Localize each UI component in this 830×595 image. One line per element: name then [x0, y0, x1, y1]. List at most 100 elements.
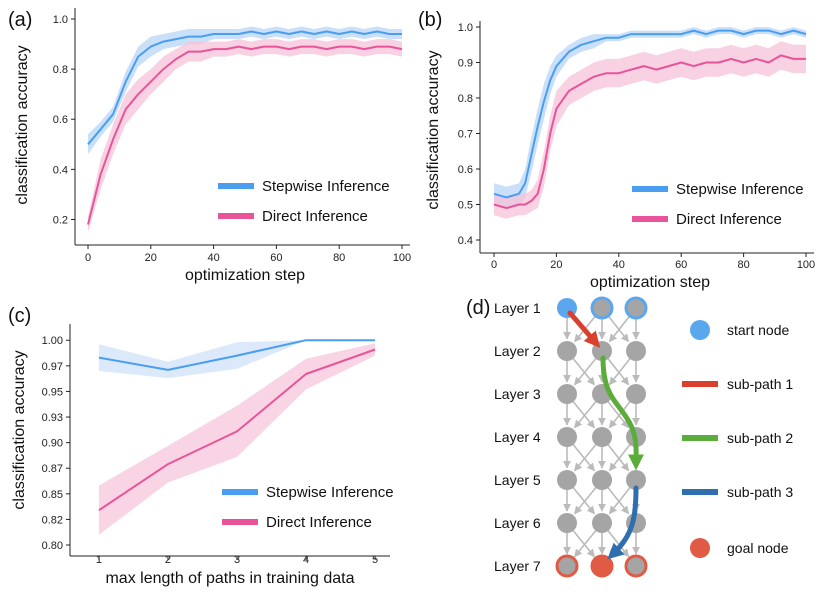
- y-tick-label: 0.85: [42, 489, 63, 501]
- legend-dot: [690, 538, 710, 558]
- x-tick-label: 100: [393, 252, 411, 264]
- series-line-direct-inference: [98, 348, 376, 512]
- layer-label: Layer 6: [494, 515, 541, 531]
- graph-node: [592, 470, 612, 490]
- y-tick-label: 0.7: [458, 129, 473, 141]
- graph-node: [626, 341, 646, 361]
- series-line-stepwise-inference: [98, 339, 376, 371]
- goal-layer-node: [624, 554, 648, 578]
- graph-node: [626, 470, 646, 490]
- graph-edge: [572, 358, 596, 386]
- legend-label: Direct Inference: [262, 208, 368, 225]
- graph-edge: [573, 358, 597, 386]
- x-axis-label: optimization step: [185, 267, 305, 284]
- series-band-direct-inference: [494, 41, 806, 219]
- x-axis-label: optimization step: [590, 274, 710, 291]
- graph-edge: [572, 444, 596, 472]
- legend-label: Stepwise Inference: [266, 484, 394, 501]
- graph-edge: [572, 530, 596, 558]
- layer-label: Layer 5: [494, 472, 541, 488]
- x-tick-label: 20: [145, 252, 157, 264]
- legend-label: Stepwise Inference: [262, 178, 390, 195]
- graph-node: [557, 513, 577, 533]
- series-line-stepwise-inference: [87, 30, 402, 145]
- graph-edge: [573, 444, 597, 472]
- y-tick-label: 0.90: [42, 438, 63, 450]
- goal-layer-node: [555, 554, 579, 578]
- series-line-direct-inference: [493, 54, 806, 210]
- graph-edge: [608, 315, 631, 343]
- series-line-direct-inference: [87, 45, 403, 225]
- goal-layer-node: [590, 554, 614, 578]
- start-layer-node: [590, 296, 614, 320]
- graph-edge: [608, 444, 631, 472]
- graph-edge: [572, 401, 596, 429]
- x-tick-label: 60: [675, 259, 687, 271]
- series-band-stepwise-inference: [494, 27, 806, 209]
- y-tick-label: 0.87: [42, 463, 63, 475]
- series-line-stepwise-inference: [493, 29, 807, 199]
- panel-label: (d): [466, 297, 490, 319]
- start-layer-node: [624, 296, 648, 320]
- legend-label: sub-path 3: [727, 484, 793, 500]
- y-tick-label: 1.0: [458, 22, 473, 34]
- panel-c: (c) 0.80 0.82 0.85 0.87 0.90 0.93 0.95 0.97 1.00 1…: [8, 305, 394, 587]
- y-tick-label: 0.6: [53, 114, 68, 126]
- x-tick-label: 0: [491, 259, 497, 271]
- y-tick-label: 0.9: [458, 58, 473, 70]
- sub-path-2-arrow: [600, 355, 645, 471]
- graph-edge: [607, 444, 630, 472]
- x-tick-label: 80: [737, 259, 749, 271]
- legend-label: Direct Inference: [676, 211, 782, 228]
- x-tick-label: 0: [85, 252, 91, 264]
- y-tick-label: 0.6: [458, 164, 473, 176]
- y-tick-label: 0.5: [458, 200, 473, 212]
- y-tick-label: 0.8: [53, 64, 68, 76]
- legend-label: start node: [727, 322, 789, 338]
- graph-edge: [607, 358, 630, 386]
- layer-label: Layer 7: [494, 558, 541, 574]
- sub-path-1-arrow: [567, 310, 601, 348]
- graph-node: [592, 427, 612, 447]
- panel-label: (c): [8, 305, 31, 327]
- graph-node: [626, 384, 646, 404]
- y-tick-label: 0.93: [42, 412, 63, 424]
- graph-node: [557, 427, 577, 447]
- graph-edge: [607, 401, 630, 429]
- x-axis-label: max length of paths in training data: [105, 570, 354, 587]
- graph-edge: [608, 401, 631, 429]
- y-tick-label: 0.80: [42, 540, 63, 552]
- layer-label: Layer 3: [494, 386, 541, 402]
- graph-node: [557, 341, 577, 361]
- legend-label: goal node: [727, 540, 789, 556]
- series-band-stepwise-inference: [98, 340, 376, 379]
- y-tick-label: 1.00: [42, 335, 63, 347]
- legend-label: sub-path 2: [727, 430, 793, 446]
- x-tick-label: 100: [797, 259, 815, 271]
- series-band-direct-inference: [98, 343, 376, 535]
- panel-d: (d) Layer 1 Layer 2 Layer 3 Layer 4 Layer 5 La…: [466, 296, 793, 578]
- x-tick-label: 80: [333, 252, 345, 264]
- graph-node: [557, 384, 577, 404]
- panel-b: (b) 0.4 0.5 0.6 0.7 0.8 0.9 1.0 0 20 40 60 80 100 opti…: [418, 9, 815, 291]
- panel-a: (a) 0.2 0.4 0.6 0.8 1.0 0 20 40 60 80 100 optimizati…: [8, 8, 411, 284]
- x-tick-label: 60: [270, 252, 282, 264]
- legend-label: sub-path 1: [727, 376, 793, 392]
- graph-node: [557, 470, 577, 490]
- graph-edge: [573, 401, 597, 429]
- layer-label: Layer 1: [494, 300, 541, 316]
- x-tick-label: 20: [550, 259, 562, 271]
- legend-dot: [690, 320, 710, 340]
- legend-label: Stepwise Inference: [676, 181, 804, 198]
- graph-edge: [608, 358, 631, 386]
- x-tick-label: 1: [96, 554, 102, 566]
- x-tick-label: 5: [372, 554, 378, 566]
- y-tick-label: 1.0: [53, 14, 68, 26]
- x-tick-label: 2: [165, 554, 171, 566]
- graph-edge: [608, 487, 631, 515]
- x-tick-label: 40: [207, 252, 219, 264]
- graph-edge: [573, 530, 597, 558]
- graph-node: [592, 513, 612, 533]
- x-tick-label: 40: [613, 259, 625, 271]
